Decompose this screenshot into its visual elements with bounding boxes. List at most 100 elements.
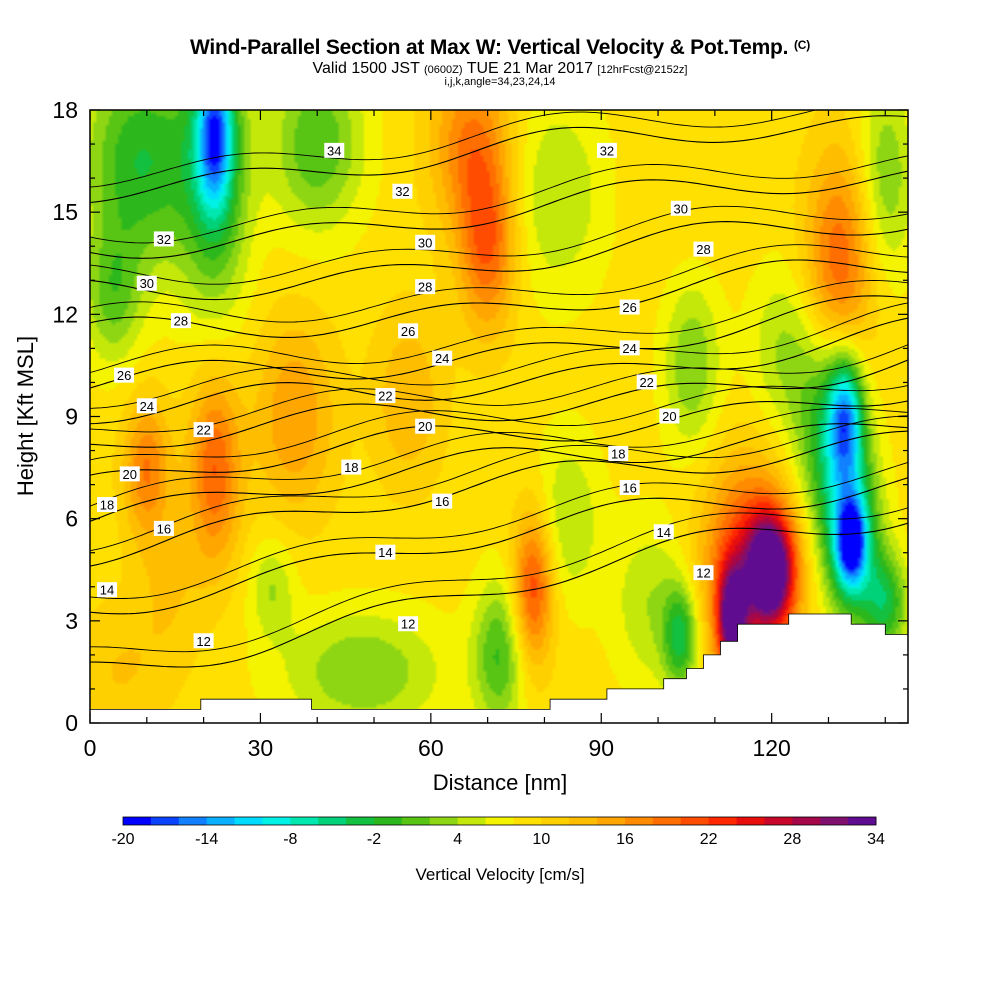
- contour-label-box: [619, 299, 640, 315]
- contour-label-text: 24: [435, 351, 449, 366]
- theta-contour-20: [90, 400, 908, 476]
- contour-label-text: 22: [639, 375, 653, 390]
- contour-label: 14: [653, 524, 674, 540]
- contour-label: 24: [619, 340, 640, 356]
- terrain-mask: [89, 613, 909, 724]
- copyright-mark: (C): [793, 38, 811, 52]
- theta-contour-minor: [90, 407, 908, 507]
- theta-contour-minor: [90, 155, 908, 244]
- contour-label: 16: [432, 493, 453, 509]
- contour-label-text: 24: [622, 341, 636, 356]
- x-tick-label: 0: [84, 735, 97, 761]
- contour-label-text: 32: [395, 184, 409, 199]
- colorbar-swatch: [234, 817, 263, 825]
- contour-label-text: 24: [140, 399, 154, 414]
- contour-label: 32: [392, 183, 413, 199]
- colorbar-tick-label: 34: [867, 831, 885, 848]
- contour-label-box: [619, 480, 640, 496]
- theta-contour-minor: [90, 205, 908, 285]
- colorbar-frame: [122, 816, 877, 826]
- colorbar-swatch: [290, 817, 319, 825]
- colorbar-swatch: [485, 817, 514, 825]
- contour-label-box: [693, 241, 714, 257]
- theta-contour-16: [90, 430, 908, 567]
- contour-label: 26: [398, 323, 419, 339]
- contour-label-box: [136, 275, 157, 291]
- contour-label: 24: [432, 350, 453, 366]
- chart-title-text: Wind-Parallel Section at Max W: Vertical…: [189, 36, 789, 59]
- chart-title: Wind-Parallel Section at Max W: Vertical…: [0, 36, 1000, 60]
- contour-label: 12: [193, 633, 214, 649]
- contour-label-text: 18: [611, 446, 625, 461]
- contour-label-box: [153, 231, 174, 247]
- contour-label: 30: [670, 200, 691, 216]
- theta-contour-32: [90, 170, 908, 259]
- contour-label-text: 18: [344, 460, 358, 475]
- colorbar-swatch: [374, 817, 403, 825]
- theta-contour-minor: [90, 385, 908, 461]
- contour-label-box: [653, 524, 674, 540]
- colorbar-swatch: [569, 817, 598, 825]
- valid-time-line: Valid 1500 JST (0600Z) TUE 21 Mar 2017 […: [0, 60, 1000, 78]
- contour-label: 32: [596, 142, 617, 158]
- contour-label-text: 16: [435, 494, 449, 509]
- contour-label-text: 18: [100, 498, 114, 513]
- x-tick-label: 90: [588, 735, 614, 761]
- contour-label: 14: [375, 544, 396, 560]
- contour-label-box: [341, 459, 362, 475]
- contour-label: 16: [153, 520, 174, 536]
- contour-label-box: [636, 374, 657, 390]
- x-axis: 0 30 60 90 120: [84, 110, 886, 761]
- contour-label-box: [693, 565, 714, 581]
- contour-label-box: [193, 633, 214, 649]
- valid-time-prefix: Valid 1500 JST: [312, 60, 420, 77]
- contour-label-text: 20: [662, 409, 676, 424]
- colorbar-tick-label: -20: [111, 831, 134, 848]
- colorbar: -20 -14 -8 -2 4 10 16 22 28 34: [111, 816, 885, 848]
- contour-label-text: 16: [622, 481, 636, 496]
- contour-label-text: 22: [196, 423, 210, 438]
- contour-label-box: [375, 388, 396, 404]
- colorbar-swatch: [429, 817, 459, 825]
- contour-label-text: 20: [123, 467, 137, 482]
- contour-label: 22: [193, 422, 214, 438]
- contour-label-box: [119, 466, 140, 482]
- colorbar-tick-label: -14: [195, 831, 218, 848]
- valid-time-date: TUE 21 Mar 2017: [466, 60, 593, 77]
- contour-label: 34: [324, 142, 345, 158]
- contour-label: 26: [619, 299, 640, 315]
- contour-label-box: [114, 367, 135, 383]
- colorbar-swatch: [764, 817, 793, 825]
- y-axis-title: Height [Kft MSL]: [13, 336, 38, 496]
- contour-label: 18: [97, 497, 118, 513]
- contour-label-text: 14: [378, 545, 392, 560]
- y-tick-label: 6: [65, 506, 78, 532]
- contour-label: 18: [341, 459, 362, 475]
- colorbar-swatch: [736, 817, 765, 825]
- grid-indices: i,j,k,angle=34,23,24,14: [444, 76, 556, 88]
- contour-label: 28: [415, 279, 436, 295]
- theta-contour-24: [90, 317, 908, 425]
- contour-label-box: [392, 183, 413, 199]
- theta-contour-34: [90, 115, 908, 204]
- theta-contour-18: [90, 423, 908, 522]
- contour-label: 30: [136, 275, 157, 291]
- contour-labels: 34 32 32 32 30 30 30 28 28 28 26 26 26 24 24 24 22 22 22 20…: [97, 142, 714, 649]
- contour-label-box: [432, 493, 453, 509]
- y-tick-label: 18: [52, 97, 78, 123]
- colorbar-swatch: [792, 817, 821, 825]
- colorbar-tick-label: -8: [283, 831, 297, 848]
- theta-contour-minor: [90, 415, 908, 552]
- theta-contour-minor: [90, 110, 818, 188]
- x-tick-label: 60: [418, 735, 444, 761]
- theta-contour-minor: [90, 280, 908, 374]
- contour-label-box: [432, 350, 453, 366]
- colorbar-swatch: [123, 817, 152, 825]
- colorbar-swatch: [457, 817, 486, 825]
- theta-contour-minor: [90, 244, 908, 323]
- theta-contour-minor: [90, 507, 908, 653]
- contour-label-text: 12: [696, 566, 710, 581]
- contour-label-box: [619, 340, 640, 356]
- contour-label: 28: [170, 313, 191, 329]
- colorbar-tick-label: 10: [532, 831, 550, 848]
